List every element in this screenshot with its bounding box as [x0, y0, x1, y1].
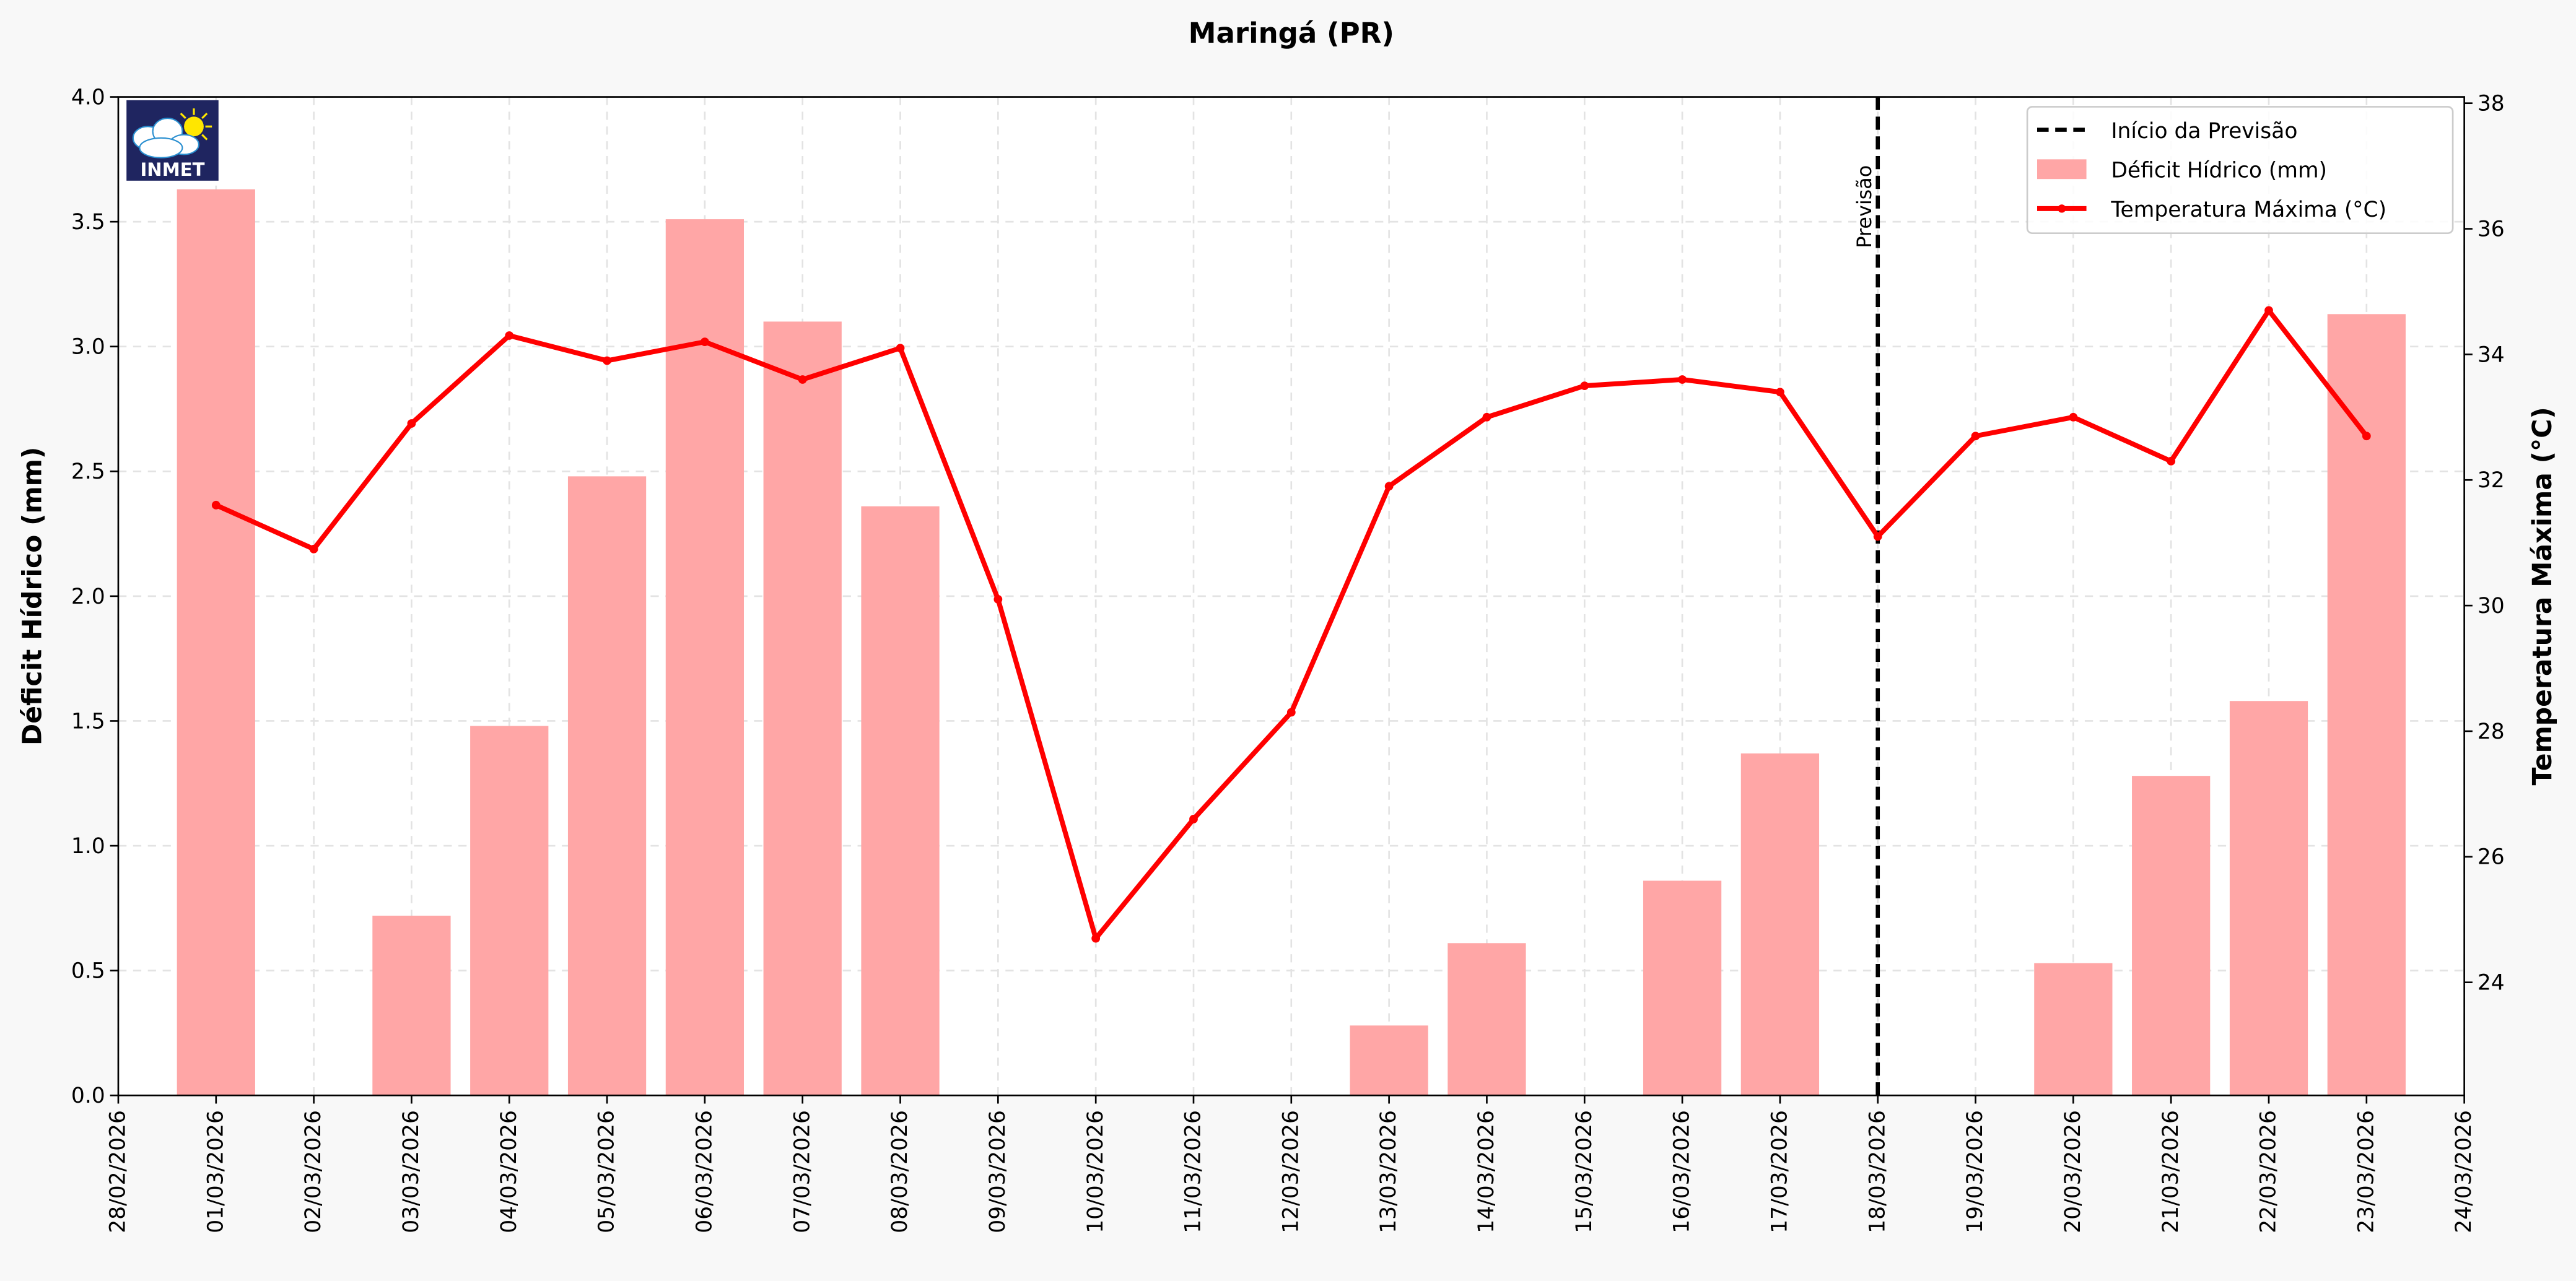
x-tick-label: 06/03/2026	[692, 1110, 717, 1233]
temperature-point	[1482, 412, 1491, 422]
x-tick-label: 17/03/2026	[1768, 1110, 1792, 1233]
temperature-point	[1776, 388, 1784, 397]
legend-item-deficit: Déficit Hídrico (mm)	[2111, 158, 2327, 183]
deficit-bar	[1643, 880, 1722, 1096]
temperature-point	[2069, 412, 2078, 422]
x-tick-label: 11/03/2026	[1181, 1110, 1206, 1233]
y-left-tick-label: 0.0	[71, 1083, 105, 1108]
x-tick-label: 15/03/2026	[1572, 1110, 1597, 1233]
x-tick-label: 02/03/2026	[301, 1110, 326, 1233]
y-left-tick-label: 2.5	[71, 459, 105, 484]
temperature-point	[700, 337, 709, 347]
x-tick-label: 07/03/2026	[790, 1110, 814, 1233]
x-tick-label: 03/03/2026	[399, 1110, 424, 1233]
x-tick-label: 13/03/2026	[1376, 1110, 1401, 1233]
x-tick-label: 24/03/2026	[2452, 1110, 2476, 1233]
y-right-tick-label: 36	[2478, 217, 2505, 241]
temperature-point	[309, 544, 318, 554]
legend: Início da Previsão Déficit Hídrico (mm) …	[2026, 106, 2454, 235]
temperature-point	[1091, 934, 1101, 943]
x-tick-label: 19/03/2026	[1963, 1110, 1988, 1233]
temperature-point	[798, 375, 807, 384]
temperature-point	[896, 344, 905, 353]
deficit-bar	[763, 321, 842, 1096]
deficit-bar	[2229, 701, 2308, 1096]
legend-item-forecast: Início da Previsão	[2111, 119, 2297, 144]
x-tick-label: 18/03/2026	[1865, 1110, 1890, 1233]
legend-item-temperature: Temperatura Máxima (°C)	[2110, 198, 2386, 222]
deficit-bar	[372, 915, 451, 1096]
x-tick-label: 22/03/2026	[2256, 1110, 2281, 1233]
temperature-point	[211, 500, 220, 510]
temperature-point	[407, 419, 416, 428]
cloud-icon	[132, 117, 200, 158]
temperature-point	[505, 331, 514, 340]
deficit-bar	[567, 476, 647, 1096]
temperature-point	[2167, 456, 2176, 466]
logo-text: INMET	[140, 159, 204, 180]
temperature-point	[1189, 815, 1198, 823]
y-right-tick-label: 32	[2478, 468, 2505, 493]
y-right-tick-label: 34	[2478, 342, 2505, 367]
x-tick-label: 01/03/2026	[203, 1110, 228, 1233]
x-tick-label: 21/03/2026	[2159, 1110, 2183, 1233]
x-tick-label: 23/03/2026	[2354, 1110, 2378, 1233]
deficit-bar	[1447, 943, 1526, 1096]
x-tick-label: 10/03/2026	[1083, 1110, 1108, 1233]
deficit-bar	[1350, 1025, 1428, 1096]
temperature-point	[2362, 432, 2371, 441]
temperature-point	[603, 356, 611, 365]
deficit-bar	[665, 219, 744, 1096]
y-left-tick-label: 2.0	[71, 584, 105, 609]
x-tick-label: 12/03/2026	[1278, 1110, 1303, 1233]
x-tick-label: 05/03/2026	[595, 1110, 619, 1233]
y-left-tick-label: 3.5	[71, 210, 105, 235]
temperature-point	[1384, 482, 1394, 491]
y-right-tick-label: 38	[2478, 92, 2505, 116]
temperature-point	[1580, 381, 1589, 391]
y-left-tick-label: 1.0	[71, 834, 105, 859]
x-tick-label: 20/03/2026	[2061, 1110, 2085, 1233]
y-axis-left-label: Déficit Hídrico (mm)	[17, 447, 48, 745]
y-left-tick-label: 1.5	[71, 709, 105, 734]
x-tick-label: 04/03/2026	[497, 1110, 522, 1233]
deficit-bar	[177, 189, 255, 1096]
y-right-tick-label: 24	[2478, 971, 2505, 996]
forecast-line-label: Previsão	[1853, 165, 1876, 248]
x-tick-label: 08/03/2026	[888, 1110, 912, 1233]
temperature-point	[1873, 532, 1882, 541]
deficit-bar	[1740, 753, 1820, 1096]
y-left-tick-label: 4.0	[71, 85, 105, 110]
y-right-tick-label: 28	[2478, 719, 2505, 744]
temperature-point	[2264, 306, 2273, 315]
y-axis-right-label: Temperatura Máxima (°C)	[2528, 407, 2558, 785]
y-right-tick-label: 26	[2478, 845, 2505, 870]
sun-icon	[180, 108, 212, 141]
deficit-bar	[470, 726, 549, 1096]
legend-bar-swatch	[2037, 159, 2087, 180]
y-right-tick-label: 30	[2478, 594, 2505, 619]
x-tick-label: 14/03/2026	[1474, 1110, 1499, 1233]
temperature-point	[1286, 708, 1296, 717]
deficit-bar	[861, 506, 940, 1096]
x-tick-label: 28/02/2026	[106, 1110, 131, 1233]
deficit-bar	[2034, 963, 2113, 1096]
temperature-point	[1971, 432, 1980, 441]
y-left-tick-label: 0.5	[71, 959, 105, 984]
deficit-bar	[2132, 776, 2211, 1096]
temperature-point	[993, 595, 1003, 604]
chart-title: Maringá (PR)	[1189, 17, 1394, 50]
inmet-logo: INMET	[126, 100, 219, 181]
y-left-tick-label: 3.0	[71, 335, 105, 360]
x-tick-label: 09/03/2026	[985, 1110, 1010, 1233]
temperature-point	[1678, 375, 1687, 384]
deficit-bar	[2327, 314, 2406, 1096]
x-tick-label: 16/03/2026	[1670, 1110, 1695, 1233]
